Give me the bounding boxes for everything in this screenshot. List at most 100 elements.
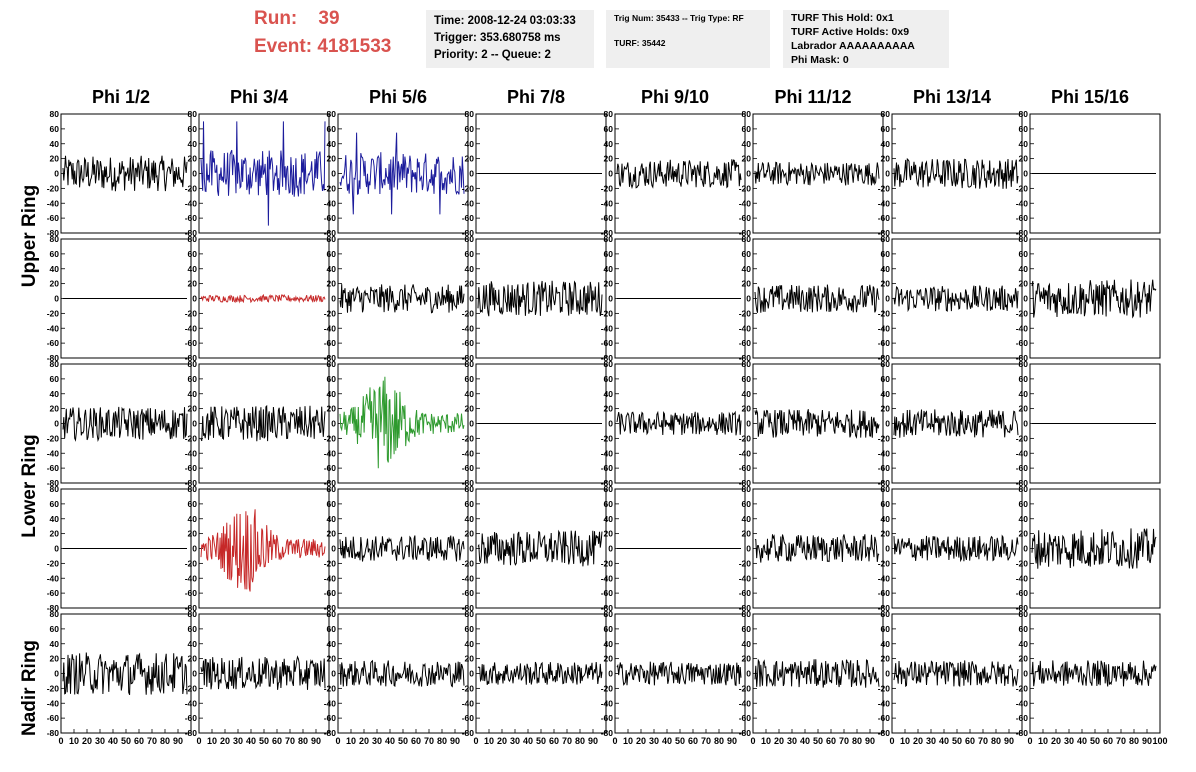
y-tick-label: 0	[608, 169, 613, 179]
y-tick-label: -80	[1016, 353, 1029, 363]
y-tick-label: -40	[462, 198, 475, 208]
y-tick-label: -20	[462, 183, 475, 193]
y-tick-label: 0	[885, 669, 890, 679]
y-tick-label: -60	[1016, 213, 1029, 223]
y-tick-label: 80	[1019, 609, 1029, 619]
x-tick-label: 30	[1064, 736, 1074, 746]
y-tick-label: 0	[608, 544, 613, 554]
y-tick-label: 20	[742, 654, 752, 664]
y-tick-label: 0	[54, 544, 59, 554]
x-tick-label: 80	[1129, 736, 1139, 746]
y-tick-label: -40	[739, 323, 752, 333]
x-tick-label: 0	[335, 736, 340, 746]
x-tick-label: 40	[800, 736, 810, 746]
y-tick-label: 40	[604, 514, 614, 524]
y-tick-label: -40	[1016, 323, 1029, 333]
y-tick-label: -20	[324, 433, 337, 443]
x-tick-label: 0	[58, 736, 63, 746]
y-tick-label: 40	[327, 639, 337, 649]
y-tick-label: -20	[47, 308, 60, 318]
y-tick-label: -60	[185, 713, 198, 723]
panel-frame	[614, 363, 746, 484]
y-tick-label: 80	[327, 484, 337, 494]
y-tick-label: 60	[1019, 374, 1029, 384]
turf-info-box: TURF This Hold: 0x1 TURF Active Holds: 0…	[783, 10, 949, 68]
waveform-trace	[754, 161, 880, 186]
phi-label-3: Phi 5/6	[368, 87, 428, 107]
y-tick-label: 40	[742, 264, 752, 274]
y-tick-label: 20	[1019, 154, 1029, 164]
y-tick-label: -60	[462, 338, 475, 348]
x-tick-label: 80	[160, 736, 170, 746]
y-tick-label: -80	[878, 228, 891, 238]
y-tick-label: 60	[1019, 624, 1029, 634]
y-tick-label: 0	[746, 169, 751, 179]
waveform-trace	[616, 410, 742, 436]
y-tick-label: -40	[878, 448, 891, 458]
y-tick-label: 60	[604, 249, 614, 259]
y-tick-label: 40	[881, 139, 891, 149]
panel-frame	[198, 488, 330, 609]
y-tick-label: -40	[1016, 573, 1029, 583]
y-tick-label: -20	[185, 183, 198, 193]
y-tick-label: -80	[324, 353, 337, 363]
phi-label-5: Phi 9/10	[640, 87, 710, 107]
y-tick-label: -80	[47, 728, 60, 738]
y-tick-label: -60	[1016, 463, 1029, 473]
y-tick-label: 0	[608, 669, 613, 679]
y-tick-label: 80	[604, 109, 614, 119]
y-tick-label: 0	[746, 669, 751, 679]
y-tick-label: 0	[746, 544, 751, 554]
panel-frame	[891, 238, 1023, 359]
y-tick-label: -80	[185, 728, 198, 738]
y-tick-label: 0	[192, 544, 197, 554]
panel-frame	[475, 238, 607, 359]
x-tick-label: 20	[636, 736, 646, 746]
y-tick-label: -40	[601, 198, 614, 208]
y-tick-label: 60	[742, 624, 752, 634]
y-tick-label: 60	[50, 624, 60, 634]
y-tick-label: -20	[878, 433, 891, 443]
y-tick-label: -40	[47, 198, 60, 208]
y-tick-label: -80	[324, 478, 337, 488]
x-tick-label: 10	[69, 736, 79, 746]
y-tick-label: -60	[739, 588, 752, 598]
y-tick-label: -20	[878, 183, 891, 193]
x-tick-label: 50	[813, 736, 823, 746]
y-tick-label: 20	[465, 529, 475, 539]
y-tick-label: -20	[739, 308, 752, 318]
y-tick-label: 80	[881, 359, 891, 369]
y-tick-label: 20	[604, 279, 614, 289]
waveform-trace	[893, 660, 1019, 688]
y-tick-label: 20	[465, 404, 475, 414]
y-tick-label: -60	[601, 463, 614, 473]
x-tick-label: 60	[965, 736, 975, 746]
y-tick-label: 0	[1023, 669, 1028, 679]
y-tick-label: 20	[327, 529, 337, 539]
y-tick-label: 40	[327, 514, 337, 524]
y-tick-label: -20	[185, 683, 198, 693]
y-tick-label: 20	[881, 404, 891, 414]
y-tick-label: -60	[462, 713, 475, 723]
y-tick-label: 20	[1019, 529, 1029, 539]
y-tick-label: -40	[47, 323, 60, 333]
waveform-trace	[339, 659, 465, 688]
y-tick-label: -40	[185, 198, 198, 208]
y-tick-label: 40	[881, 514, 891, 524]
y-tick-label: -20	[324, 183, 337, 193]
y-tick-label: -20	[1016, 433, 1029, 443]
y-tick-label: 80	[881, 234, 891, 244]
y-tick-label: -40	[878, 698, 891, 708]
x-tick-label: 90	[450, 736, 460, 746]
y-tick-label: 20	[604, 404, 614, 414]
y-tick-label: 80	[1019, 234, 1029, 244]
y-tick-label: 60	[327, 124, 337, 134]
y-tick-label: -20	[878, 683, 891, 693]
y-tick-label: 40	[742, 639, 752, 649]
y-tick-label: -40	[1016, 698, 1029, 708]
y-tick-label: 40	[327, 139, 337, 149]
waveform-trace	[754, 284, 880, 313]
y-tick-label: -40	[739, 698, 752, 708]
y-tick-label: 40	[50, 389, 60, 399]
y-tick-label: 80	[742, 234, 752, 244]
